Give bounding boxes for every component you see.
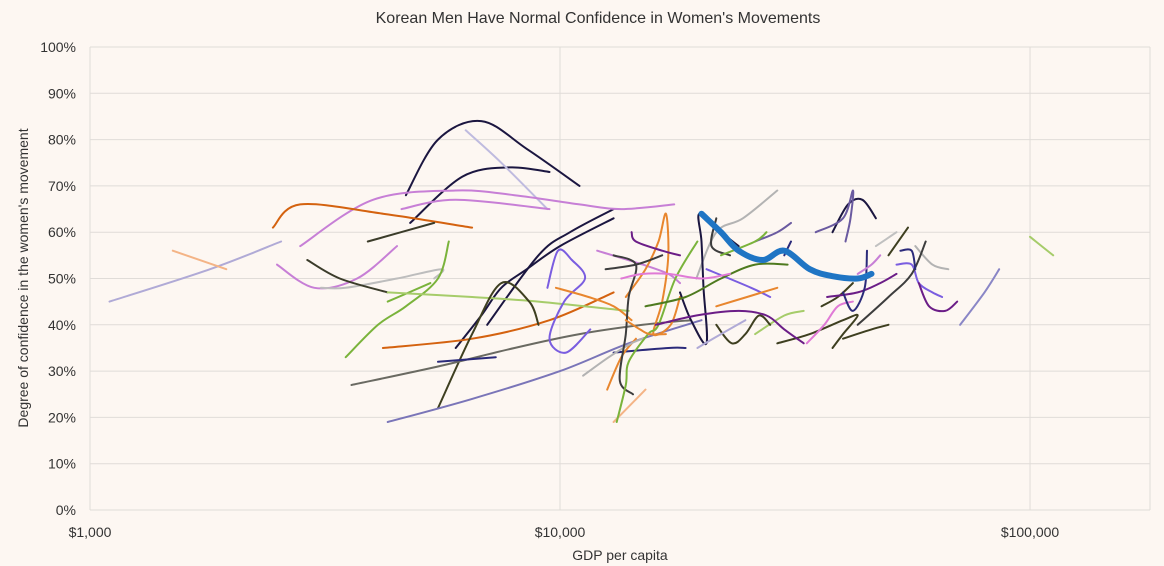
series-line-8	[276, 245, 398, 290]
series-line-17	[344, 240, 450, 359]
south-korea-line	[698, 210, 875, 282]
series-line-33	[582, 337, 644, 377]
series-line-54	[630, 231, 681, 257]
series-line-44	[720, 231, 768, 257]
series-line-51	[776, 313, 859, 349]
series-line-13	[171, 249, 228, 271]
series-line-59	[620, 272, 731, 280]
series-line-20	[437, 281, 540, 410]
series-line-42	[814, 189, 855, 243]
series-line-10	[271, 202, 474, 229]
series-line-61	[783, 240, 792, 257]
grid	[89, 46, 1151, 511]
x-axis-ticks: $1,000 $10,000 $100,000	[69, 524, 1060, 540]
series-line-16	[306, 259, 389, 294]
series-line-2	[409, 166, 551, 224]
series-line-6	[299, 189, 676, 248]
series-line-32	[612, 388, 647, 423]
y-tick-label: 70%	[48, 178, 76, 194]
series-line-28	[624, 212, 681, 337]
series-line-48	[644, 262, 789, 308]
series-line-31	[715, 286, 779, 308]
series-line-53	[887, 226, 909, 257]
series-line-63	[624, 319, 667, 336]
series-line-67	[696, 319, 747, 349]
series-line-29	[554, 286, 633, 322]
series-line-15	[366, 221, 436, 243]
series-line-11	[381, 291, 615, 349]
y-axis-ticks: 0% 10% 20% 30% 40% 50% 60% 70% 80% 90% 100%	[40, 39, 76, 518]
x-tick-label: $1,000	[69, 524, 112, 540]
series-line-36	[612, 254, 638, 396]
highlight-series-group	[698, 210, 875, 282]
series-line-37	[604, 254, 664, 271]
series-line-18	[386, 282, 432, 303]
y-tick-label: 80%	[48, 132, 76, 148]
x-tick-label: $100,000	[1001, 524, 1060, 540]
series-line-52	[842, 323, 890, 340]
series-line-62	[856, 254, 882, 275]
series-group	[108, 119, 1055, 423]
series-line-39	[856, 240, 927, 326]
series-line-55	[654, 309, 805, 345]
y-tick-label: 60%	[48, 224, 76, 240]
series-line-57	[917, 282, 959, 313]
series-line-34	[695, 189, 779, 280]
chart-title: Korean Men Have Normal Confidence in Wom…	[376, 10, 821, 27]
series-line-19	[386, 291, 630, 312]
series-line-41	[831, 197, 877, 234]
series-line-22	[437, 356, 497, 363]
series-line-25	[546, 248, 592, 354]
y-tick-label: 100%	[40, 39, 76, 55]
x-axis-label: GDP per capita	[572, 547, 668, 563]
series-line-3	[486, 208, 615, 326]
y-tick-label: 0%	[56, 502, 76, 518]
series-line-27	[895, 262, 944, 298]
series-line-24	[386, 319, 703, 423]
y-tick-label: 50%	[48, 271, 76, 287]
series-line-65	[899, 248, 917, 271]
x-tick-label: $10,000	[535, 524, 586, 540]
series-line-26	[705, 268, 772, 298]
y-tick-label: 40%	[48, 317, 76, 333]
series-line-64	[959, 268, 1001, 326]
series-line-56	[826, 272, 898, 298]
series-line-1	[404, 119, 581, 197]
y-tick-label: 10%	[48, 456, 76, 472]
y-tick-label: 30%	[48, 363, 76, 379]
series-line-12	[108, 240, 283, 303]
series-line-66	[874, 231, 898, 248]
series-line-7	[400, 198, 551, 211]
series-line-50	[820, 282, 854, 308]
series-line-23	[612, 346, 687, 354]
series-line-14	[319, 268, 445, 290]
series-line-46	[754, 309, 805, 336]
y-axis-label: Degree of confidence in the women's move…	[15, 128, 31, 427]
series-line-21	[350, 319, 692, 386]
y-tick-label: 20%	[48, 409, 76, 425]
series-line-35	[914, 245, 950, 271]
series-line-49	[715, 314, 772, 345]
y-tick-label: 90%	[48, 85, 76, 101]
series-line-47	[1029, 235, 1055, 257]
